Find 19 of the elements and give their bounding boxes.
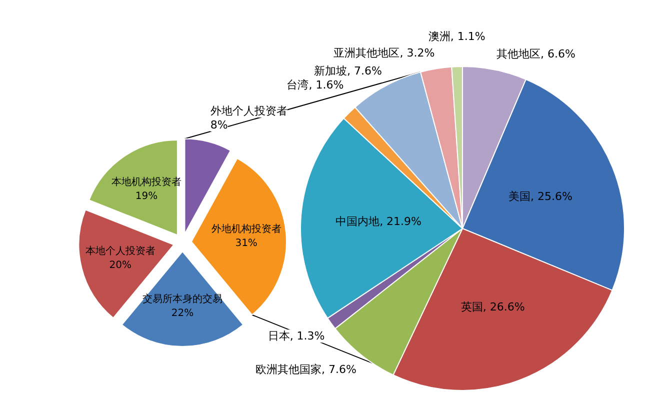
- slice-label: 其他地区, 6.6%: [496, 47, 576, 60]
- slice-label: 美国, 25.6%: [508, 190, 572, 204]
- slice-label: 新加坡, 7.6%: [314, 64, 382, 78]
- slice-label: 中国内地, 21.9%: [336, 215, 422, 228]
- data-label: 31%: [235, 238, 258, 249]
- slice-label: 台湾, 1.6%: [286, 78, 344, 92]
- slice-label: 外地机构投资者: [211, 222, 282, 235]
- data-label: 22%: [171, 308, 194, 320]
- data-label: 20%: [109, 260, 132, 271]
- slice-label: 外地个人投资者: [210, 104, 288, 118]
- slice-label: 亚洲其他地区, 3.2%: [334, 46, 435, 60]
- slice-label: 交易所本身的交易: [142, 293, 222, 306]
- slice-label: 澳洲, 1.1%: [428, 30, 486, 44]
- slice-label: 英国, 26.6%: [460, 300, 525, 314]
- slice-label: 日本, 1.3%: [268, 330, 325, 343]
- slice-label: 本地个人投资者: [85, 244, 156, 257]
- slice-label: 欧洲其他国家, 7.6%: [256, 362, 356, 376]
- data-label: 19%: [135, 190, 158, 202]
- data-label: 8%: [210, 118, 228, 132]
